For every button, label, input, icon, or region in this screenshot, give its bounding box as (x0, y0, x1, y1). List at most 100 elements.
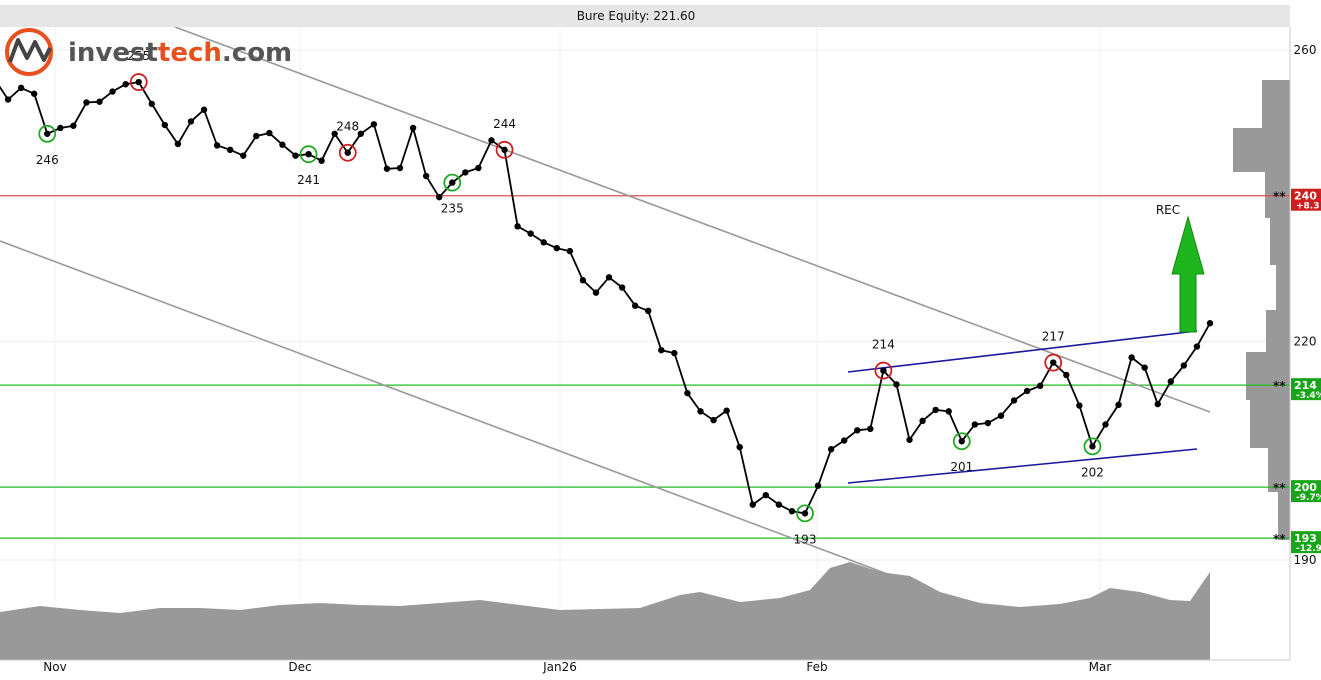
x-tick-label: Jan26 (542, 660, 577, 674)
volume-profile-bar (1266, 310, 1290, 352)
price-point (553, 244, 560, 252)
logo-text-invest: invest (68, 38, 158, 68)
price-point (697, 408, 704, 415)
bottom-label: 201 (950, 460, 973, 474)
y-tick-label: 260 (1294, 43, 1317, 57)
level-pct: +8.3 (1296, 202, 1319, 212)
price-point (684, 389, 691, 397)
bottom-marker (952, 432, 971, 451)
price-point (435, 193, 443, 201)
level-pct: -12.9 (1296, 544, 1321, 554)
bottom-label: 246 (36, 153, 59, 167)
price-point (422, 172, 430, 180)
price-point (932, 406, 939, 414)
level-marker-stars: ** (1273, 481, 1286, 495)
falling-channel-upper (174, 26, 1211, 413)
top-marker (874, 361, 893, 380)
price-point (475, 164, 482, 172)
price-point (4, 96, 12, 103)
price-point (997, 412, 1005, 419)
volume-profile-bar (1270, 218, 1290, 265)
top-bottom-markers: 255 248 244 214 217 246 241 235 193 201 202 (36, 49, 1104, 546)
x-tick-label: Feb (806, 660, 827, 674)
top-marker (338, 143, 357, 162)
price-point (801, 510, 809, 517)
bottom-marker (443, 173, 462, 192)
level-marker-stars: ** (1273, 379, 1286, 393)
bottom-marker (38, 124, 57, 143)
price-point (958, 438, 965, 445)
logo-text-com: .com (222, 38, 292, 68)
price-point (370, 121, 378, 128)
price-point (488, 137, 495, 144)
price-point (318, 157, 325, 164)
price-point (919, 417, 926, 425)
price-point (723, 407, 730, 414)
support-resistance-lines (0, 195, 1290, 539)
price-point (396, 164, 404, 172)
price-point (1141, 364, 1148, 371)
top-label: 255 (127, 49, 150, 63)
price-point (501, 146, 508, 154)
volume-profile-bar (1233, 128, 1290, 172)
signal-label: REC (1156, 203, 1180, 217)
price-point (383, 165, 391, 172)
price-point (161, 121, 169, 129)
price-point (971, 421, 979, 428)
top-marker (129, 73, 148, 91)
price-line (0, 81, 1211, 515)
price-point (1010, 397, 1018, 404)
price-point (409, 124, 417, 132)
price-point (1089, 443, 1096, 450)
price-point (279, 141, 286, 148)
volume-profile-bar (1276, 265, 1290, 310)
price-point (762, 491, 770, 499)
price-point (1128, 354, 1135, 361)
price-point (449, 179, 456, 186)
price-point (867, 425, 874, 433)
bottom-label: 193 (794, 532, 817, 546)
price-point (96, 98, 103, 105)
price-point (1193, 343, 1201, 350)
top-label: 214 (872, 338, 895, 352)
signal-arrow-shape (1171, 215, 1205, 333)
chart-title: Bure Equity: 221.60 (577, 9, 696, 23)
level-box (1291, 188, 1321, 211)
price-point (854, 427, 861, 434)
logo-text: investtech.com (68, 38, 292, 68)
volume-profile-bar (1268, 448, 1290, 492)
level-value: 193 (1294, 532, 1317, 545)
price-point (83, 99, 90, 106)
volume-profile-bar (1265, 172, 1290, 218)
falling-channel-lower (0, 240, 971, 606)
price-point (827, 446, 835, 453)
price-point (174, 140, 182, 148)
price-point (592, 289, 600, 296)
price-point (305, 150, 312, 158)
top-marker (1044, 353, 1063, 372)
price-point (1115, 401, 1122, 409)
price-point (266, 129, 273, 137)
price-point (1206, 320, 1214, 327)
price-point (240, 152, 247, 159)
y-tick-label: 220 (1294, 334, 1317, 348)
level-box (1291, 378, 1321, 401)
price-point (1050, 359, 1057, 366)
y-tick-label: 190 (1294, 553, 1317, 567)
price-point (292, 152, 299, 159)
price-point (1102, 421, 1109, 428)
price-point (736, 443, 743, 451)
price-point (253, 132, 260, 140)
price-point (1036, 382, 1044, 390)
price-point (200, 106, 208, 113)
price-point (148, 100, 155, 108)
price-point (631, 302, 639, 309)
price-point (187, 118, 195, 125)
price-point (1154, 400, 1161, 408)
title-bar (0, 5, 1290, 27)
price-point (1167, 378, 1175, 385)
y-axis: 190 220 260 (1294, 43, 1317, 567)
price-point (540, 239, 547, 246)
price-point (1063, 371, 1070, 379)
